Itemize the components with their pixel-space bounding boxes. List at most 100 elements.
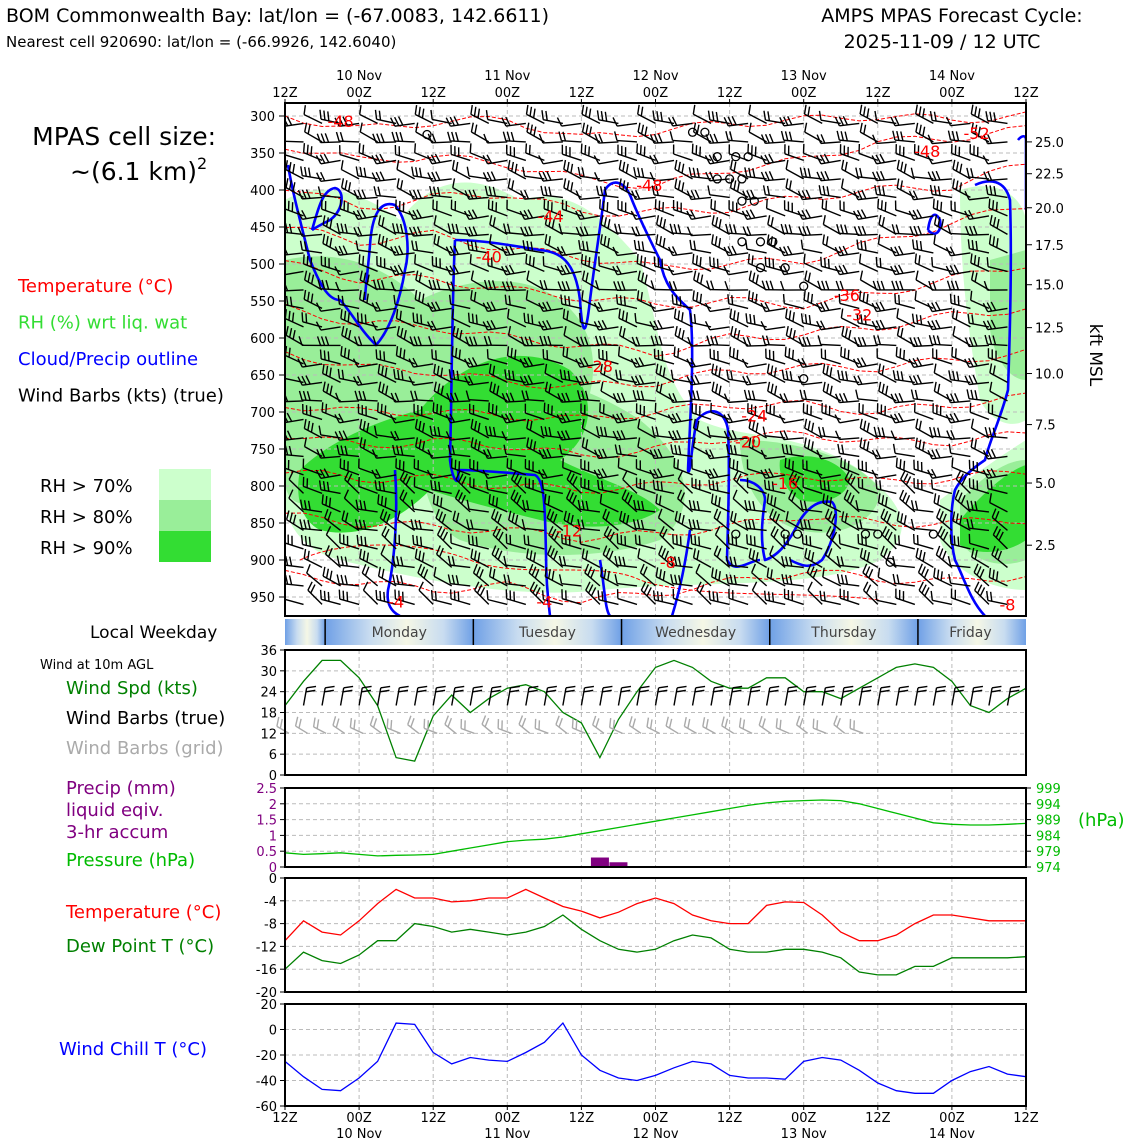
wind-barb-feather [918, 106, 922, 117]
legend-label: Wind Barbs (kts) (true) [18, 386, 224, 407]
wind-barb-feather [390, 392, 396, 403]
wind-barb-feather [544, 234, 548, 244]
wind-barb-feather [547, 545, 552, 555]
wind-barb-staff [684, 725, 697, 734]
wind-barb-feather [477, 108, 481, 119]
precip-marker [768, 237, 778, 247]
wind-barb-feather [353, 189, 359, 200]
wind-barb-feather [770, 569, 773, 579]
wind-barb-feather [724, 718, 729, 729]
wind-barb-feather [548, 217, 552, 227]
wind-barb-feather [973, 685, 984, 689]
wind-barb-feather [501, 281, 507, 291]
wind-barb-feather [460, 494, 466, 505]
wind-barb-feather [660, 481, 663, 492]
wind-barb-feather [488, 426, 493, 436]
wind-barb-feather [933, 215, 938, 225]
wind-barb-feather [860, 240, 863, 250]
wind-barb-feather [936, 685, 946, 689]
wind-barb-feather [575, 376, 581, 386]
wind-barb-staff [377, 208, 397, 217]
wind-barb-staff [969, 542, 990, 550]
wind-barb-staff [617, 122, 638, 127]
wind-barb-feather [729, 346, 732, 357]
wind-barb-feather [692, 104, 696, 115]
wind-barb-feather [320, 133, 326, 143]
wind-barb-feather [542, 449, 548, 459]
wind-barb-feather [306, 144, 309, 155]
wind-barb-feather [525, 254, 528, 264]
wind-barb-feather [649, 134, 655, 144]
wind-barb-feather [667, 414, 674, 424]
precip-marker [799, 281, 809, 291]
wind-barb-feather [601, 468, 608, 478]
wind-barb-feather [324, 545, 330, 555]
wind-barb-feather [298, 718, 302, 729]
wind-barb-feather [733, 224, 737, 234]
wind-barb-feather [639, 685, 650, 689]
wind-barb-feather [752, 168, 756, 178]
wind-barb-feather [951, 130, 956, 141]
wind-barb-feather [800, 239, 804, 250]
wind-barb-feather [897, 535, 901, 545]
wind-barb-feather [966, 518, 970, 529]
temperature-label: -32 [846, 305, 872, 324]
wind-barb-feather [875, 320, 882, 330]
wind-barb-feather [898, 392, 904, 403]
wind-barb-feather [578, 240, 581, 250]
wind-barb-feather [990, 301, 997, 311]
wind-barb-feather [771, 592, 775, 602]
wind-barb-feather [966, 167, 970, 178]
wind-barb-feather [927, 449, 933, 460]
wind-barb-staff [481, 723, 494, 734]
wind-barb-feather [286, 412, 293, 422]
wind-barb-feather [841, 370, 845, 381]
wind-barb-feather [896, 178, 900, 189]
wind-barb-feather [799, 518, 804, 529]
wind-barb-feather [399, 685, 409, 689]
wind-barb-feather [688, 389, 692, 400]
wind-barb-feather [449, 265, 456, 275]
wind-barb-feather [468, 226, 474, 236]
wind-barb-feather [393, 265, 400, 275]
wind-barb-feather [452, 178, 456, 188]
wind-barb-feather [728, 457, 731, 468]
wind-barb-feather [899, 489, 905, 500]
wind-barb-feather [484, 425, 489, 436]
wind-barb-feather [903, 460, 906, 471]
temperature-label: -12 [556, 521, 582, 540]
bottom-time-tick: 12Z [865, 1111, 891, 1126]
wind-barb-feather [423, 569, 429, 579]
wind-barb-feather [783, 430, 789, 440]
wind-barb-feather [385, 385, 389, 396]
wind-barb-staff [950, 452, 971, 458]
wind-barb-feather [545, 110, 548, 121]
wind-barb-feather [816, 449, 822, 459]
wind-barb-feather [709, 256, 712, 267]
wind-barb-feather [461, 476, 467, 486]
wind-barb-staff [970, 411, 990, 421]
wind-barb-feather [506, 346, 510, 356]
wind-barb-feather [818, 426, 822, 437]
wind-barb-feather [974, 390, 978, 400]
wind-barb-feather [396, 556, 400, 566]
wind-barb-feather [437, 383, 441, 394]
wind-barb-feather [881, 427, 886, 437]
wind-barb-feather [625, 182, 629, 192]
wind-barb-feather [305, 375, 311, 385]
wind-barb-staff [525, 687, 530, 706]
wind-barb-feather [521, 519, 526, 529]
wind-barb-feather [346, 473, 353, 483]
wind-barb-feather [711, 215, 715, 225]
wind-barb-feather [927, 469, 933, 479]
wind-barb-feather [612, 430, 618, 441]
wind-barb-staff [709, 344, 730, 347]
wind-barb-feather [455, 161, 459, 172]
wind-barb-feather [954, 689, 964, 693]
wind-barb-feather [899, 280, 904, 291]
wind-barb-feather [769, 280, 774, 291]
wind-barb-feather [766, 185, 771, 196]
wind-barb-feather [306, 255, 309, 266]
wind-barb-feather [473, 685, 483, 689]
wind-barb-feather [678, 512, 682, 523]
